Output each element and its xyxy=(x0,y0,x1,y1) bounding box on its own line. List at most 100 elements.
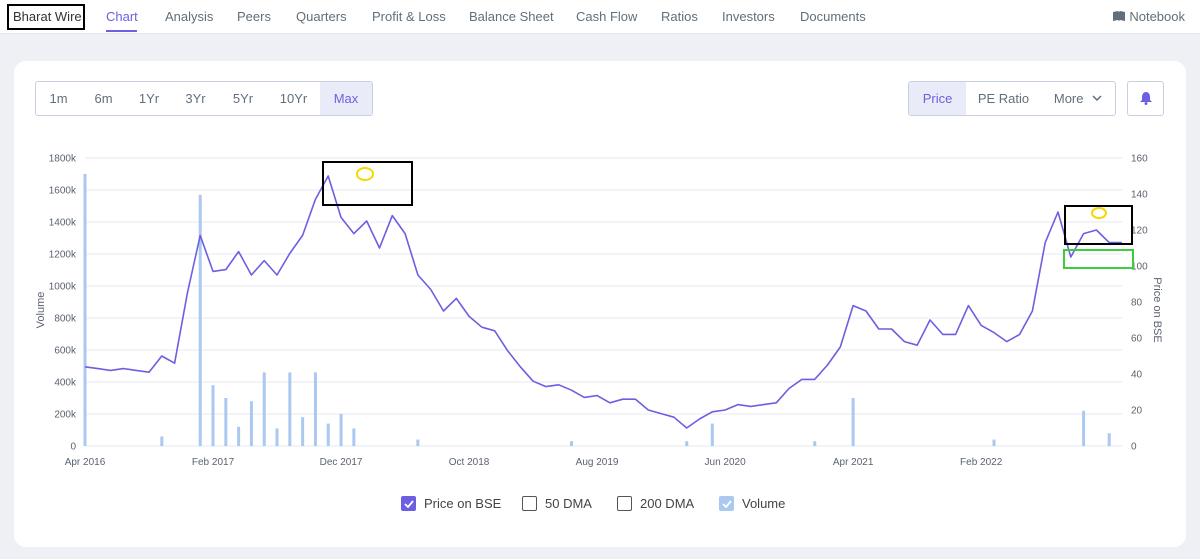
y-right-tick-label: 60 xyxy=(1131,334,1143,345)
y-right-tick-label: 40 xyxy=(1131,370,1143,381)
volume-bar xyxy=(211,385,215,446)
highlight-box-2022-peak xyxy=(1064,205,1133,245)
nav-chart[interactable]: Chart xyxy=(106,9,138,24)
volume-bar xyxy=(249,401,253,446)
x-tick-label: Apr 2021 xyxy=(833,457,874,468)
volume-bar xyxy=(992,439,996,446)
chevron-down-icon xyxy=(1092,95,1102,102)
nav-investors[interactable]: Investors xyxy=(722,9,775,24)
alert-button[interactable] xyxy=(1127,81,1164,116)
y-left-tick-label: 1200k xyxy=(49,250,77,261)
range-1yr[interactable]: 1Yr xyxy=(138,91,160,106)
y-left-tick-label: 1600k xyxy=(49,186,77,197)
nav-profit-loss[interactable]: Profit & Loss xyxy=(372,9,446,24)
nav-cash-flow[interactable]: Cash Flow xyxy=(576,9,638,24)
x-tick-label: Aug 2019 xyxy=(576,457,619,468)
peak-marker-2017 xyxy=(356,167,374,181)
legend-price[interactable]: Price on BSE xyxy=(401,496,501,511)
nav-balance-sheet[interactable]: Balance Sheet xyxy=(469,9,554,24)
legend-volume[interactable]: Volume xyxy=(719,496,785,511)
legend-50dma[interactable]: 50 DMA xyxy=(522,496,592,511)
highlight-box-support xyxy=(1063,249,1134,269)
volume-bar xyxy=(83,174,87,446)
y-right-tick-label: 20 xyxy=(1131,406,1143,417)
range-10yr[interactable]: 10Yr xyxy=(279,91,308,106)
volume-bar xyxy=(198,194,202,446)
x-tick-label: Oct 2018 xyxy=(449,457,490,468)
legend-200dma[interactable]: 200 DMA xyxy=(617,496,694,511)
metric-more-dropdown[interactable]: More xyxy=(1041,82,1115,115)
brand-link[interactable]: Bharat Wire xyxy=(13,9,82,24)
notebook-label: Notebook xyxy=(1129,9,1185,24)
range-1m[interactable]: 1m xyxy=(49,91,68,106)
x-axis-ticks: Apr 2016 Feb 2017 Dec 2017 Oct 2018 Aug 2019… xyxy=(65,457,1003,468)
more-label: More xyxy=(1053,91,1084,106)
nav-active-underline xyxy=(106,30,137,32)
volume-bar xyxy=(1082,410,1086,446)
volume-bar xyxy=(288,372,292,446)
x-tick-label: Feb 2017 xyxy=(192,457,235,468)
y-left-tick-label: 0 xyxy=(70,442,76,453)
brand-highlight-box xyxy=(7,4,85,30)
y-right-tick-label: 160 xyxy=(1131,154,1148,165)
legend-200dma-label: 200 DMA xyxy=(640,496,695,511)
volume-bar xyxy=(685,441,689,446)
y-right-tick-label: 80 xyxy=(1131,298,1143,309)
nav-ratios[interactable]: Ratios xyxy=(661,9,698,24)
volume-bar xyxy=(710,423,714,446)
legend-price-label: Price on BSE xyxy=(424,496,502,511)
volume-bar xyxy=(301,417,305,446)
range-5yr[interactable]: 5Yr xyxy=(232,91,254,106)
range-max[interactable]: Max xyxy=(320,82,372,115)
range-3yr[interactable]: 3Yr xyxy=(185,91,206,106)
bell-icon xyxy=(1139,92,1152,105)
volume-bar xyxy=(352,428,356,446)
y-left-tick-label: 400k xyxy=(54,378,77,389)
range-selector: 1m 6m 1Yr 3Yr 5Yr 10Yr Max xyxy=(35,81,373,116)
volume-bar xyxy=(1107,433,1111,446)
peak-marker-2022 xyxy=(1091,207,1107,219)
y-right-tick-label: 0 xyxy=(1131,442,1137,453)
volume-bar xyxy=(851,398,855,446)
x-tick-label: Apr 2016 xyxy=(65,457,106,468)
nav-documents[interactable]: Documents xyxy=(800,9,866,24)
volume-bar xyxy=(262,372,266,446)
y-left-tick-label: 200k xyxy=(54,410,77,421)
y-right-tick-label: 100 xyxy=(1131,262,1148,273)
metric-pe-ratio[interactable]: PE Ratio xyxy=(977,91,1030,106)
range-6m[interactable]: 6m xyxy=(94,91,113,106)
volume-bar xyxy=(339,414,343,446)
y-left-tick-label: 800k xyxy=(54,314,77,325)
nav-analysis[interactable]: Analysis xyxy=(165,9,214,24)
legend-volume-label: Volume xyxy=(742,496,786,511)
notebook-link[interactable]: Notebook xyxy=(1113,9,1185,24)
volume-bar xyxy=(160,436,164,446)
y-axis-left-title: Volume xyxy=(35,292,47,329)
x-tick-label: Feb 2022 xyxy=(960,457,1003,468)
highlight-box-2017-peak xyxy=(322,161,413,206)
nav-peers[interactable]: Peers xyxy=(237,9,271,24)
x-tick-label: Jun 2020 xyxy=(705,457,747,468)
volume-bar xyxy=(569,441,573,446)
gridlines xyxy=(85,157,1122,447)
y-left-tick-label: 600k xyxy=(54,346,77,357)
y-right-tick-label: 140 xyxy=(1131,190,1148,201)
y-right-tick-label: 120 xyxy=(1131,226,1148,237)
price-line xyxy=(84,175,1122,429)
volume-bars xyxy=(83,174,1111,446)
y-axis-right-title: Price on BSE xyxy=(1151,277,1163,342)
nav-quarters[interactable]: Quarters xyxy=(296,9,347,24)
metric-price[interactable]: Price xyxy=(909,82,966,115)
volume-bar xyxy=(416,439,420,446)
volume-bar xyxy=(237,426,241,446)
volume-bar xyxy=(813,441,817,446)
volume-bar xyxy=(313,372,317,446)
y-axis-right-ticks: 0 20 40 60 80 100 120 140 160 xyxy=(1131,154,1148,453)
y-left-tick-label: 1400k xyxy=(49,218,77,229)
volume-bar xyxy=(275,428,279,446)
checkbox-checked-icon xyxy=(719,496,734,511)
x-tick-label: Dec 2017 xyxy=(320,457,363,468)
y-left-tick-label: 1800k xyxy=(49,154,77,165)
top-nav: Bharat Wire Chart Analysis Peers Quarter… xyxy=(0,0,1200,34)
